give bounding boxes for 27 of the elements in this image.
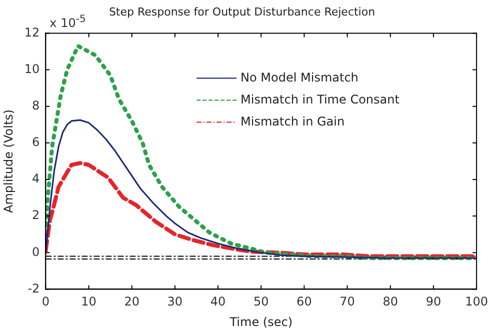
legend-label: Mismatch in Time Consant: [240, 92, 400, 106]
y-tick-label: 4: [32, 172, 40, 186]
y-tick-label: 0: [32, 244, 40, 259]
y-axis-title: Amplitude (Volts): [1, 109, 16, 213]
x-tick-label: 80: [382, 294, 398, 309]
line-series: [46, 161, 474, 258]
y-tick-label: 6: [32, 135, 40, 150]
x-tick-label: 70: [340, 294, 355, 309]
x-tick-label: 60: [296, 294, 312, 309]
y-tick-label: -2: [28, 281, 40, 296]
y-tick-label: 10: [24, 62, 40, 76]
x-tick-label: 30: [167, 294, 183, 309]
x-tick-label: 40: [210, 294, 226, 309]
legend-label: Mismatch in Gain: [240, 114, 345, 128]
y-tick-label: 2: [32, 208, 40, 222]
x-tick-label: 0: [42, 294, 50, 309]
x-tick-label: 50: [253, 294, 269, 309]
legend-label: No Model Mismatch: [240, 70, 358, 84]
x-axis-title: Time (sec): [228, 314, 292, 329]
x-tick-label: 20: [124, 294, 140, 309]
chart-title: Step Response for Output Disturbance Rejection: [108, 5, 376, 18]
x-tick-label: 90: [426, 294, 442, 309]
line-series: [46, 44, 474, 260]
y-tick-label: 8: [32, 98, 40, 112]
y-tick-label: 12: [24, 25, 40, 40]
x-tick-label: 10: [81, 294, 96, 309]
x-tick-label: 100: [465, 294, 488, 309]
